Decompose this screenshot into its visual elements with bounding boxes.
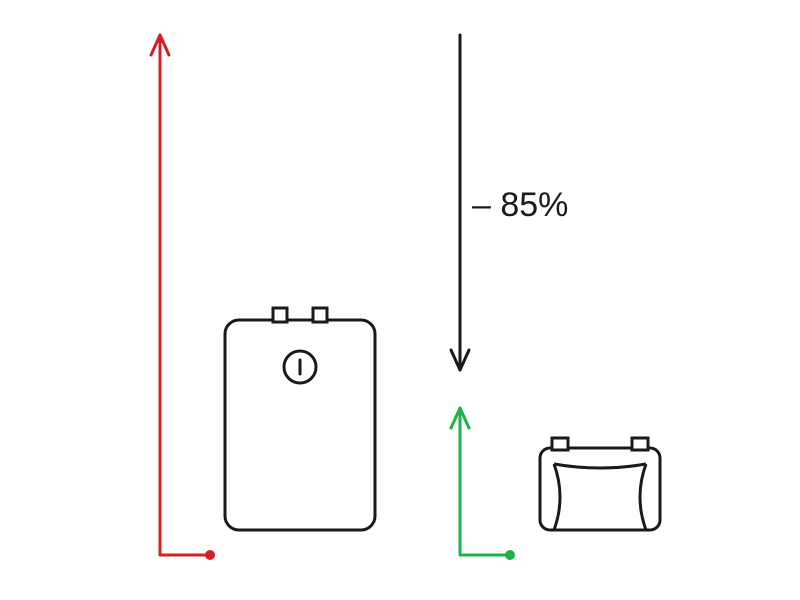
diagram-canvas: – 85% — [0, 0, 800, 600]
reduction-label: – 85% — [472, 186, 568, 225]
device-large — [225, 308, 375, 530]
diagram-svg — [0, 0, 800, 600]
device-small — [540, 438, 660, 530]
